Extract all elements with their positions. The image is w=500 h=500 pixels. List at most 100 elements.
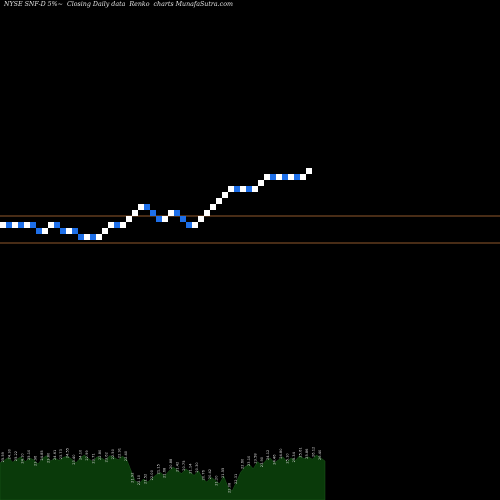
volume-label-2: 25.22 bbox=[14, 451, 18, 461]
renko-brick-11 bbox=[66, 228, 72, 234]
volume-label-30: 20.30 bbox=[195, 462, 199, 473]
renko-brick-15 bbox=[90, 234, 96, 240]
volume-label-14: 23.71 bbox=[92, 453, 96, 463]
volume-label-48: 26.12 bbox=[312, 447, 316, 457]
volume-label-45: 25.34 bbox=[292, 451, 296, 462]
renko-brick-14 bbox=[84, 234, 90, 240]
renko-brick-9 bbox=[54, 222, 60, 228]
renko-brick-46 bbox=[276, 174, 282, 180]
volume-label-9: 23.73 bbox=[59, 449, 63, 459]
reference-lines bbox=[0, 215, 500, 244]
volume-label-43: 24.80 bbox=[279, 448, 283, 459]
renko-brick-40 bbox=[240, 186, 246, 192]
volume-label-37: 22.60 bbox=[240, 458, 244, 469]
volume-label-1: 24.30 bbox=[7, 448, 11, 459]
renko-brick-37 bbox=[222, 192, 228, 198]
volume-label-42: 24.46 bbox=[273, 454, 277, 465]
renko-brick-21 bbox=[126, 216, 132, 222]
renko-brick-4 bbox=[24, 222, 30, 228]
renko-brick-39 bbox=[234, 186, 240, 192]
volume-label-17: 22.50 bbox=[111, 448, 115, 459]
volume-label-29: 21.14 bbox=[189, 463, 193, 474]
volume-label-34: 21.55 bbox=[221, 468, 225, 478]
volume-label-23: 22.00 bbox=[150, 469, 154, 480]
renko-brick-35 bbox=[210, 204, 216, 210]
volume-label-39: 23.58 bbox=[253, 453, 257, 464]
volume-label-18: 22.91 bbox=[117, 448, 121, 458]
renko-brick-17 bbox=[102, 228, 108, 234]
symbol-label: NYSE SNF-D 5%~ bbox=[4, 1, 63, 8]
renko-brick-7 bbox=[42, 228, 48, 234]
volume-label-38: 23.10 bbox=[247, 455, 251, 466]
volume-label-20: 21.92 bbox=[130, 473, 134, 483]
renko-brick-51 bbox=[306, 168, 312, 174]
renko-brick-3 bbox=[18, 222, 24, 228]
volume-label-13: 22.99 bbox=[85, 450, 89, 461]
renko-brick-10 bbox=[60, 228, 66, 234]
renko-brick-29 bbox=[174, 210, 180, 216]
volume-label-33: 21.20 bbox=[214, 475, 218, 486]
renko-brick-42 bbox=[252, 186, 258, 192]
renko-brick-34 bbox=[204, 210, 210, 216]
volume-label-46: 25.61 bbox=[299, 447, 303, 457]
renko-brick-8 bbox=[48, 222, 54, 228]
renko-brick-48 bbox=[288, 174, 294, 180]
renko-brick-12 bbox=[72, 228, 78, 234]
renko-brick-25 bbox=[150, 210, 156, 216]
volume-label-24: 21.15 bbox=[156, 464, 160, 474]
volume-label-19: 22.40 bbox=[124, 450, 128, 461]
renko-brick-45 bbox=[270, 174, 276, 180]
volume-label-5: 23.96 bbox=[33, 455, 37, 466]
renko-brick-27 bbox=[162, 216, 168, 222]
renko-bricks bbox=[0, 168, 312, 240]
volume-label-36: 22.31 bbox=[234, 474, 238, 484]
volume-label-35: 22.08 bbox=[227, 482, 231, 493]
volume-label-49: 26.40 bbox=[318, 449, 322, 460]
volume-label-25: 21.68 bbox=[163, 467, 167, 478]
renko-brick-24 bbox=[144, 204, 150, 210]
renko-brick-23 bbox=[138, 204, 144, 210]
renko-brick-19 bbox=[114, 222, 120, 228]
volume-label-10: 24.55 bbox=[66, 448, 70, 458]
renko-brick-6 bbox=[36, 228, 42, 234]
renko-brick-22 bbox=[132, 210, 138, 216]
renko-brick-38 bbox=[228, 186, 234, 192]
renko-brick-36 bbox=[216, 198, 222, 204]
renko-brick-26 bbox=[156, 216, 162, 222]
renko-brick-49 bbox=[294, 174, 300, 180]
renko-brick-5 bbox=[30, 222, 36, 228]
renko-brick-41 bbox=[246, 186, 252, 192]
chart-caption: Closing Daily data Renko charts MunafaSu… bbox=[66, 1, 233, 8]
renko-brick-31 bbox=[186, 222, 192, 228]
volume-label-32: 20.42 bbox=[208, 469, 212, 479]
renko-brick-30 bbox=[180, 216, 186, 222]
volume-label-40: 23.90 bbox=[260, 456, 264, 467]
volume-label-27: 21.42 bbox=[176, 462, 180, 472]
renko-brick-13 bbox=[78, 234, 84, 240]
volume-label-28: 20.75 bbox=[182, 461, 186, 471]
renko-brick-2 bbox=[12, 222, 18, 228]
volume-area bbox=[0, 454, 326, 500]
renko-brick-43 bbox=[258, 180, 264, 186]
volume-label-21: 22.10 bbox=[137, 474, 141, 485]
renko-brick-33 bbox=[198, 216, 204, 222]
renko-brick-47 bbox=[282, 174, 288, 180]
volume-label-44: 25.10 bbox=[286, 453, 290, 464]
renko-brick-20 bbox=[120, 222, 126, 228]
volume-label-16: 23.62 bbox=[105, 452, 109, 462]
volume-label-3: 24.10 bbox=[20, 453, 24, 464]
volume-label-22: 21.52 bbox=[143, 474, 147, 484]
renko-brick-1 bbox=[6, 222, 12, 228]
volume-label-15: 22.80 bbox=[98, 449, 102, 460]
renko-brick-28 bbox=[168, 210, 174, 216]
volume-label-26: 20.88 bbox=[169, 458, 173, 469]
volume-label-11: 23.40 bbox=[72, 454, 76, 465]
volume-label-4: 25.10 bbox=[27, 449, 31, 460]
volume-label-12: 24.10 bbox=[79, 449, 83, 460]
renko-brick-18 bbox=[108, 222, 114, 228]
renko-brick-0 bbox=[0, 222, 6, 228]
volume-label-0: 25.59 bbox=[1, 451, 5, 462]
renko-brick-44 bbox=[264, 174, 270, 180]
